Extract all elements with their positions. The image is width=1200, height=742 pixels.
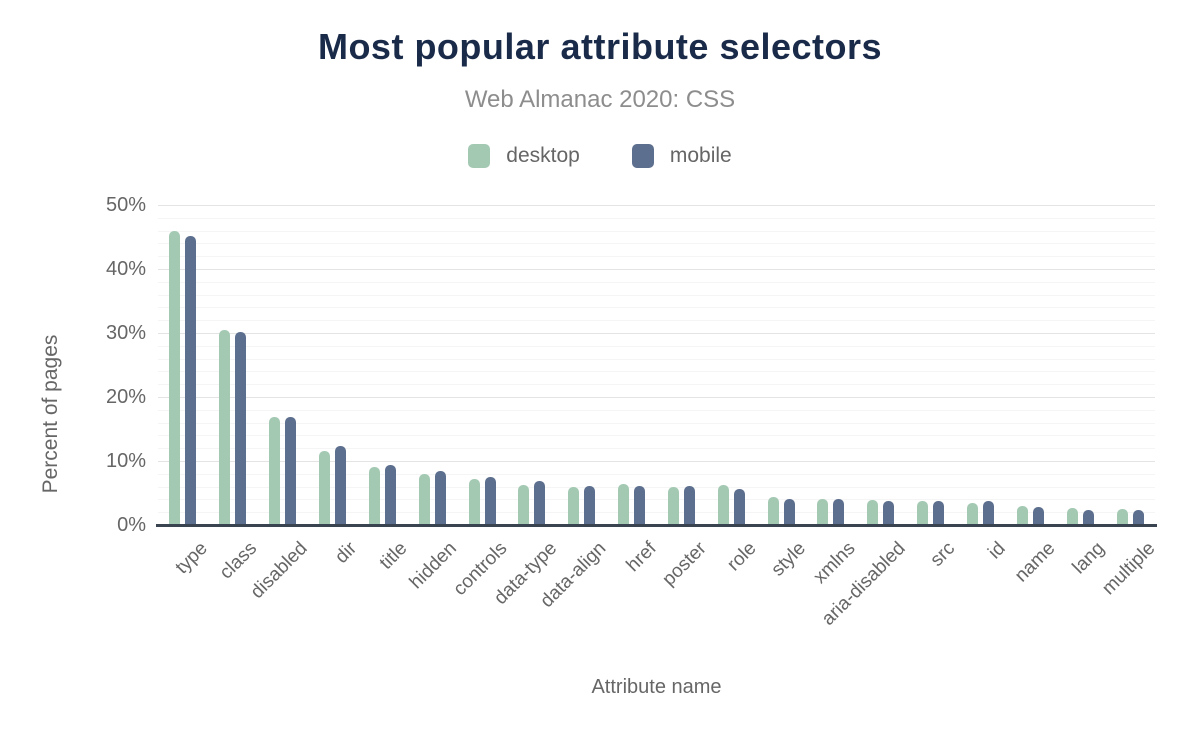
gridline-minor <box>158 345 1155 347</box>
gridline-minor <box>158 217 1155 219</box>
bar-mobile-dir <box>334 445 346 525</box>
bar-mobile-hidden <box>434 471 446 525</box>
y-axis-tick-label: 0% <box>117 514 146 536</box>
bar-desktop-aria-disabled <box>867 500 879 525</box>
bar-mobile-href <box>634 485 646 525</box>
bar-mobile-id <box>983 500 995 525</box>
bar-desktop-title <box>368 467 380 525</box>
gridline-minor <box>158 409 1155 411</box>
gridline-minor <box>158 230 1155 232</box>
x-axis-label: src <box>926 538 960 571</box>
gridline-minor <box>158 281 1155 283</box>
y-axis-tick-label: 10% <box>105 450 146 472</box>
gridline-minor <box>158 435 1155 437</box>
bar-desktop-data-align <box>568 486 580 525</box>
chart-subtitle: Web Almanac 2020: CSS <box>464 86 736 113</box>
x-axis-label: style <box>767 538 810 581</box>
y-axis-tick-label: 50% <box>105 194 146 216</box>
gridline-minor <box>158 512 1155 514</box>
y-axis-tick-label: 30% <box>105 322 146 344</box>
y-axis-tick-label: 40% <box>105 258 146 280</box>
bar-mobile-aria-disabled <box>883 501 895 525</box>
bar-mobile-data-align <box>584 485 596 525</box>
bar-desktop-controls <box>468 478 480 525</box>
x-axis-label: role <box>722 538 761 576</box>
gridline-minor <box>158 294 1155 296</box>
gridline-minor <box>158 320 1155 322</box>
bar-mobile-lang <box>1082 509 1094 525</box>
legend-label-desktop: desktop <box>506 144 580 167</box>
gridline-major <box>158 461 1155 462</box>
bar-desktop-role <box>717 485 729 525</box>
x-axis-label: lang <box>1068 538 1110 579</box>
x-axis-title: Attribute name <box>591 676 722 698</box>
legend-swatch-desktop-icon <box>468 144 491 168</box>
bar-desktop-dir <box>318 451 330 525</box>
bar-mobile-name <box>1032 507 1044 525</box>
bar-desktop-name <box>1016 506 1028 525</box>
gridline-minor <box>158 486 1155 488</box>
x-axis-label: type <box>171 538 212 579</box>
x-axis-label: id <box>984 538 1010 564</box>
x-axis-label: class <box>216 538 262 584</box>
bar-desktop-poster <box>667 487 679 525</box>
x-axis-line <box>156 524 1157 527</box>
bar-desktop-href <box>618 484 630 525</box>
gridline-major <box>158 397 1155 398</box>
bar-mobile-style <box>783 498 795 525</box>
legend-item-desktop[interactable]: desktop <box>468 144 580 168</box>
gridline-minor <box>158 422 1155 424</box>
bar-desktop-multiple <box>1116 509 1128 525</box>
gridline-minor <box>158 384 1155 386</box>
x-axis-label: multiple <box>1097 538 1159 600</box>
bar-desktop-data-type <box>518 485 530 525</box>
gridline-minor <box>158 256 1155 258</box>
gridline-minor <box>158 243 1155 245</box>
gridline-major <box>158 205 1155 206</box>
legend-label-mobile: mobile <box>669 144 732 167</box>
bar-mobile-class <box>235 331 247 525</box>
bar-mobile-xmlns <box>833 499 845 525</box>
bar-desktop-hidden <box>418 473 430 525</box>
bar-mobile-disabled <box>285 416 297 525</box>
bar-mobile-controls <box>484 477 496 525</box>
bar-desktop-xmlns <box>817 498 829 525</box>
bar-desktop-style <box>767 496 779 525</box>
bar-desktop-id <box>967 502 979 525</box>
gridline-major <box>158 333 1155 334</box>
x-axis-label: dir <box>331 538 362 568</box>
gridline-minor <box>158 307 1155 309</box>
bar-desktop-type <box>169 231 181 525</box>
bar-mobile-poster <box>683 485 695 525</box>
y-axis-tick-label: 20% <box>105 386 146 408</box>
bar-mobile-title <box>384 465 396 525</box>
bar-desktop-disabled <box>269 417 281 525</box>
gridline-major <box>158 269 1155 270</box>
x-axis-label: title <box>375 538 412 574</box>
bar-mobile-multiple <box>1132 509 1144 525</box>
gridline-minor <box>158 473 1155 475</box>
bar-desktop-lang <box>1066 508 1078 525</box>
legend: desktop mobile <box>0 140 1200 172</box>
bar-desktop-class <box>219 329 231 525</box>
y-axis-title: Percent of pages <box>39 334 62 494</box>
bar-mobile-data-type <box>534 481 546 525</box>
x-axis-label: poster <box>658 538 711 591</box>
legend-item-mobile[interactable]: mobile <box>631 144 732 168</box>
gridline-minor <box>158 371 1155 373</box>
legend-swatch-mobile-icon <box>631 144 654 168</box>
x-axis-label: name <box>1010 538 1060 587</box>
bar-mobile-type <box>185 235 197 525</box>
bar-desktop-src <box>917 500 929 525</box>
x-axis-label: href <box>622 538 661 577</box>
gridline-minor <box>158 448 1155 450</box>
gridline-minor <box>158 499 1155 501</box>
gridline-minor <box>158 358 1155 360</box>
bar-mobile-role <box>733 489 745 525</box>
chart-title: Most popular attribute selectors <box>317 26 883 67</box>
bar-mobile-src <box>933 500 945 525</box>
